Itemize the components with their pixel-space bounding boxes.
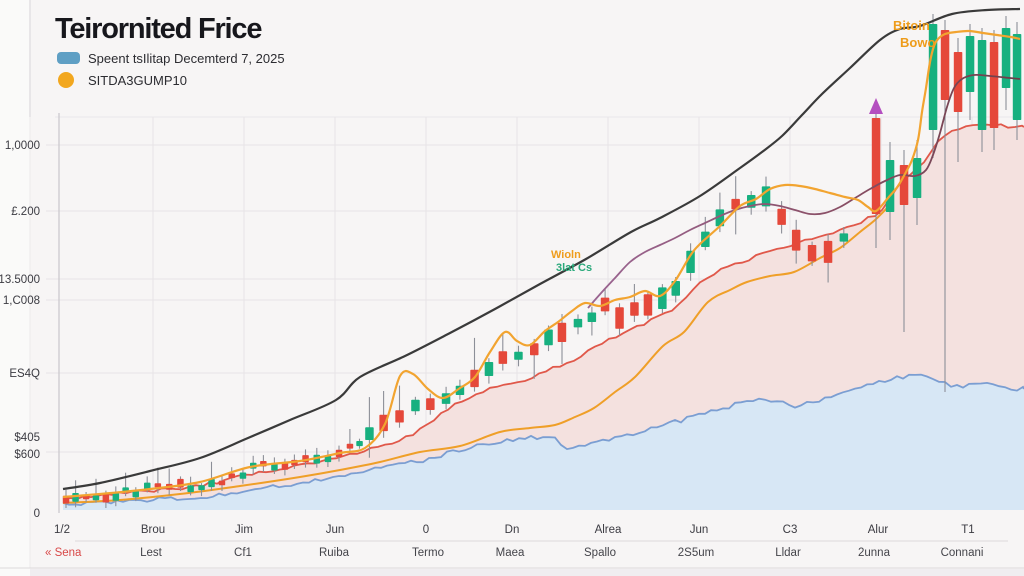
svg-text:1,C008: 1,C008: [3, 295, 40, 307]
svg-text:0: 0: [423, 524, 429, 536]
svg-text:Spallo: Spallo: [584, 547, 616, 559]
svg-text:Jun: Jun: [690, 524, 709, 536]
svg-text:Speent tsIlitap Decemterd 7, 2: Speent tsIlitap Decemterd 7, 2025: [88, 51, 285, 66]
svg-text:Alrea: Alrea: [595, 524, 622, 536]
svg-text:Connani: Connani: [941, 547, 984, 559]
svg-text:2S5um: 2S5um: [678, 547, 714, 559]
svg-text:Lldar: Lldar: [775, 547, 801, 559]
svg-text:Brou: Brou: [141, 524, 165, 536]
svg-text:3lat Cs: 3lat Cs: [556, 262, 592, 274]
svg-text:Maea: Maea: [496, 547, 525, 559]
svg-text:13.5000: 13.5000: [0, 274, 40, 286]
svg-text:2unna: 2unna: [858, 547, 891, 559]
svg-text:SITDA3GUMP10: SITDA3GUMP10: [88, 73, 187, 88]
svg-text:1/2: 1/2: [54, 524, 70, 536]
svg-text:Cf1: Cf1: [234, 547, 252, 559]
svg-text:Lest: Lest: [140, 547, 163, 559]
svg-text:ES4Q: ES4Q: [9, 368, 40, 380]
svg-text:« Sena: « Sena: [45, 547, 82, 559]
svg-text:Ruiba: Ruiba: [319, 547, 350, 559]
svg-text:0: 0: [34, 508, 40, 520]
svg-text:$405: $405: [14, 432, 40, 444]
svg-text:Bowo: Bowo: [900, 35, 935, 50]
svg-text:Dn: Dn: [505, 524, 520, 536]
svg-text:Bitoin: Bitoin: [893, 18, 930, 33]
svg-text:£.200: £.200: [11, 206, 40, 218]
svg-text:T1: T1: [961, 524, 974, 536]
svg-text:Termo: Termo: [412, 547, 444, 559]
svg-text:Wioln: Wioln: [551, 249, 581, 261]
svg-text:Jim: Jim: [235, 524, 253, 536]
svg-text:1,0000: 1,0000: [5, 140, 40, 152]
svg-text:C3: C3: [783, 524, 798, 536]
svg-text:$600: $600: [14, 449, 40, 461]
svg-text:Jun: Jun: [326, 524, 345, 536]
svg-text:Alur: Alur: [868, 524, 889, 536]
svg-text:Teirornited Frice: Teirornited Frice: [55, 13, 262, 45]
